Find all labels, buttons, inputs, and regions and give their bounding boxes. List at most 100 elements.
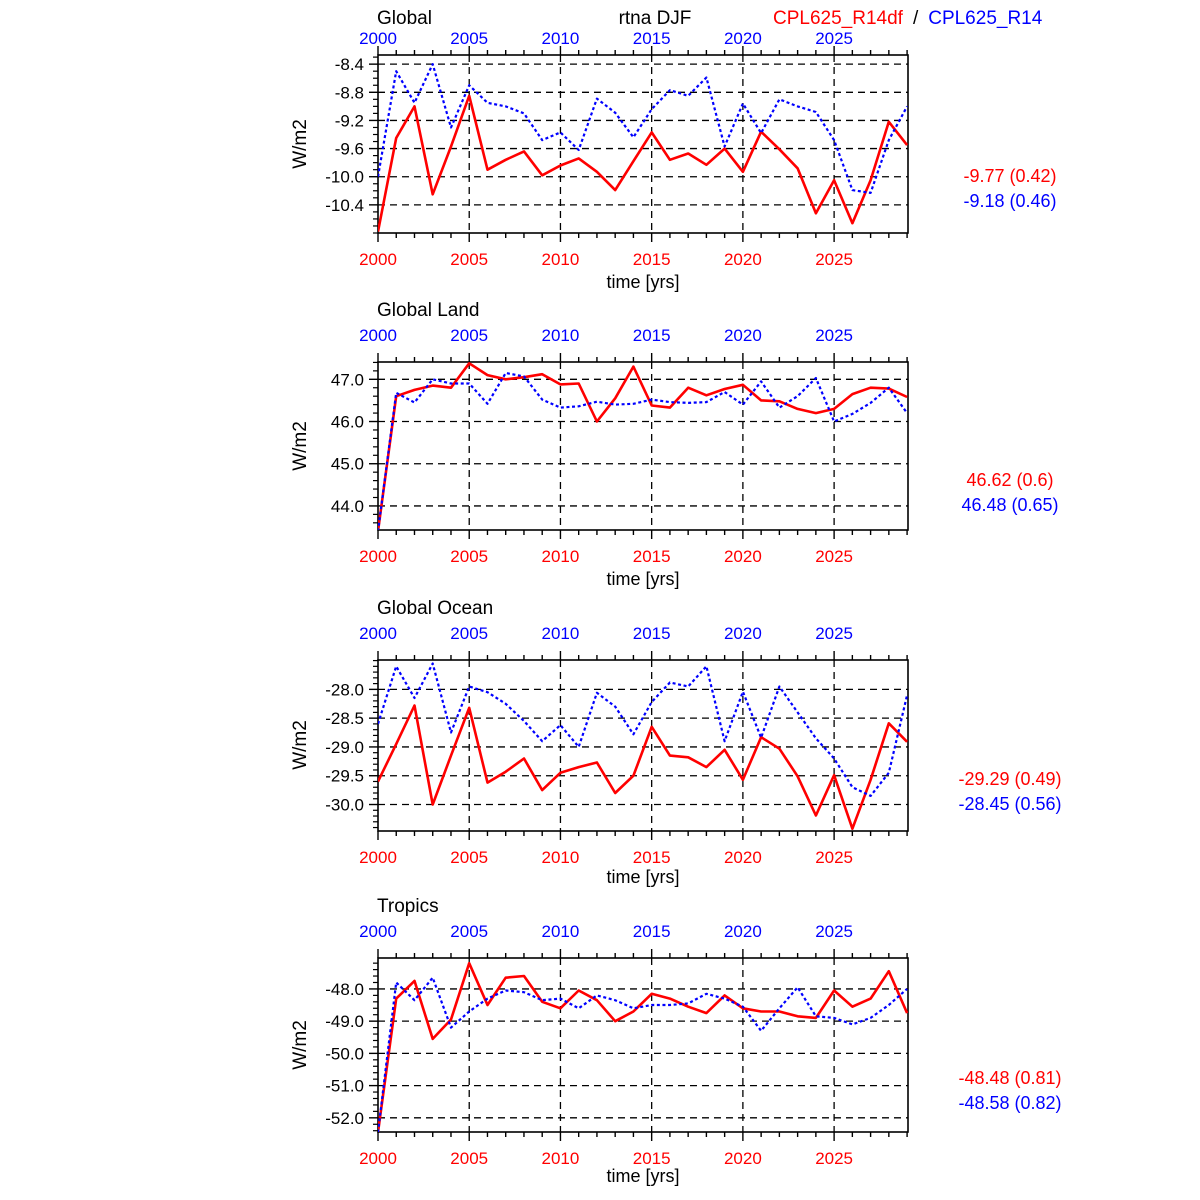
- x-tick-label-bottom: 2015: [633, 848, 671, 867]
- x-tick-label-top: 2020: [724, 29, 762, 48]
- x-tick-label-bottom: 2015: [633, 547, 671, 566]
- x-tick-label-top: 2010: [542, 922, 580, 941]
- x-tick-label-top: 2015: [633, 922, 671, 941]
- stat-blue-global-ocean: -28.45 (0.56): [958, 794, 1062, 814]
- x-tick-label-top: 2005: [450, 326, 488, 345]
- y-tick-label: -28.0: [325, 680, 364, 699]
- series-line-blue: [378, 371, 908, 530]
- stat-red-global-land: 46.62 (0.6): [966, 470, 1054, 490]
- y-tick-label: 45.0: [331, 455, 364, 474]
- x-tick-label-top: 2020: [724, 922, 762, 941]
- y-tick-label: -29.5: [325, 767, 364, 786]
- x-tick-label-bottom: 2025: [815, 547, 853, 566]
- y-tick-label: -10.0: [325, 168, 364, 187]
- x-tick-label-top: 2000: [359, 624, 397, 643]
- x-axis-label-global-land: time [yrs]: [606, 569, 680, 589]
- figure-subtitle: rtna DJF: [618, 8, 692, 29]
- x-tick-label-top: 2025: [815, 29, 853, 48]
- y-axis-label-global-land: W/m2: [290, 421, 311, 471]
- series-line-red: [378, 961, 908, 1132]
- x-axis-label-tropics: time [yrs]: [606, 1166, 680, 1186]
- legend-blue-label: CPL625_R14: [928, 8, 1043, 29]
- x-tick-label-bottom: 2000: [359, 547, 397, 566]
- x-tick-label-bottom: 2005: [450, 250, 488, 269]
- x-tick-label-top: 2015: [633, 624, 671, 643]
- series-line-blue: [378, 662, 908, 798]
- x-tick-label-bottom: 2015: [633, 250, 671, 269]
- x-tick-label-bottom: 2005: [450, 848, 488, 867]
- y-tick-label: 46.0: [331, 413, 364, 432]
- series-line-red: [378, 704, 908, 831]
- y-axis-label-tropics: W/m2: [290, 1020, 311, 1070]
- stat-blue-tropics: -48.58 (0.82): [958, 1093, 1062, 1113]
- x-axis-label-global: time [yrs]: [606, 272, 680, 292]
- x-tick-label-top: 2005: [450, 624, 488, 643]
- series-line-blue: [378, 62, 908, 194]
- x-tick-label-bottom: 2005: [450, 1149, 488, 1168]
- x-tick-label-bottom: 2020: [724, 250, 762, 269]
- panel-title-tropics: Tropics: [377, 896, 439, 917]
- stat-red-tropics: -48.48 (0.81): [958, 1068, 1062, 1088]
- x-tick-label-top: 2010: [542, 326, 580, 345]
- panel-title-global-land: Global Land: [377, 300, 480, 321]
- y-axis-label-global: W/m2: [290, 119, 311, 169]
- x-tick-label-top: 2000: [359, 29, 397, 48]
- plot-frame: [377, 54, 909, 234]
- x-tick-label-bottom: 2020: [724, 848, 762, 867]
- x-tick-label-bottom: 2005: [450, 547, 488, 566]
- y-tick-label: 44.0: [331, 497, 364, 516]
- y-tick-label: -52.0: [325, 1109, 364, 1128]
- legend: CPL625_R14df / CPL625_R14: [773, 8, 1042, 30]
- x-tick-label-top: 2005: [450, 922, 488, 941]
- y-tick-label: -50.0: [325, 1044, 364, 1063]
- y-tick-label: -51.0: [325, 1077, 364, 1096]
- legend-red-label: CPL625_R14df: [773, 8, 903, 29]
- x-tick-label-bottom: 2010: [542, 1149, 580, 1168]
- stat-blue-global-land: 46.48 (0.65): [961, 495, 1059, 515]
- panel-title-global-ocean: Global Ocean: [377, 598, 494, 619]
- plot-frame: [377, 957, 909, 1133]
- x-tick-label-bottom: 2015: [633, 1149, 671, 1168]
- y-tick-label: -8.8: [335, 83, 364, 102]
- x-tick-label-bottom: 2010: [542, 547, 580, 566]
- plot-frame: [377, 659, 909, 832]
- x-tick-label-bottom: 2020: [724, 547, 762, 566]
- plot-frame: [377, 361, 909, 531]
- x-tick-label-bottom: 2025: [815, 1149, 853, 1168]
- x-tick-label-bottom: 2000: [359, 1149, 397, 1168]
- x-tick-label-top: 2015: [633, 326, 671, 345]
- x-tick-label-bottom: 2010: [542, 250, 580, 269]
- stat-red-global: -9.77 (0.42): [963, 166, 1057, 186]
- panel-title-global: Global: [377, 8, 432, 29]
- x-tick-label-top: 2025: [815, 922, 853, 941]
- stat-blue-global: -9.18 (0.46): [963, 191, 1057, 211]
- x-tick-label-top: 2025: [815, 624, 853, 643]
- y-tick-label: -30.0: [325, 796, 364, 815]
- x-tick-label-bottom: 2000: [359, 250, 397, 269]
- y-tick-label: -9.6: [335, 140, 364, 159]
- x-tick-label-top: 2015: [633, 29, 671, 48]
- y-axis-label-global-ocean: W/m2: [290, 720, 311, 770]
- x-tick-label-top: 2020: [724, 326, 762, 345]
- y-tick-label: -8.4: [335, 55, 364, 74]
- x-tick-label-bottom: 2025: [815, 848, 853, 867]
- y-tick-label: -10.4: [325, 196, 364, 215]
- x-tick-label-bottom: 2000: [359, 848, 397, 867]
- x-tick-label-bottom: 2020: [724, 1149, 762, 1168]
- y-tick-label: -28.5: [325, 709, 364, 728]
- series-line-blue: [378, 976, 908, 1132]
- x-tick-label-top: 2005: [450, 29, 488, 48]
- x-tick-label-top: 2010: [542, 29, 580, 48]
- x-tick-label-top: 2025: [815, 326, 853, 345]
- y-tick-label: -9.2: [335, 111, 364, 130]
- series-line-red: [378, 94, 908, 232]
- y-tick-label: -49.0: [325, 1012, 364, 1031]
- y-tick-label: -29.0: [325, 738, 364, 757]
- x-tick-label-bottom: 2025: [815, 250, 853, 269]
- x-tick-label-top: 2010: [542, 624, 580, 643]
- series-line-red: [378, 362, 908, 530]
- y-tick-label: 47.0: [331, 370, 364, 389]
- y-tick-label: -48.0: [325, 980, 364, 999]
